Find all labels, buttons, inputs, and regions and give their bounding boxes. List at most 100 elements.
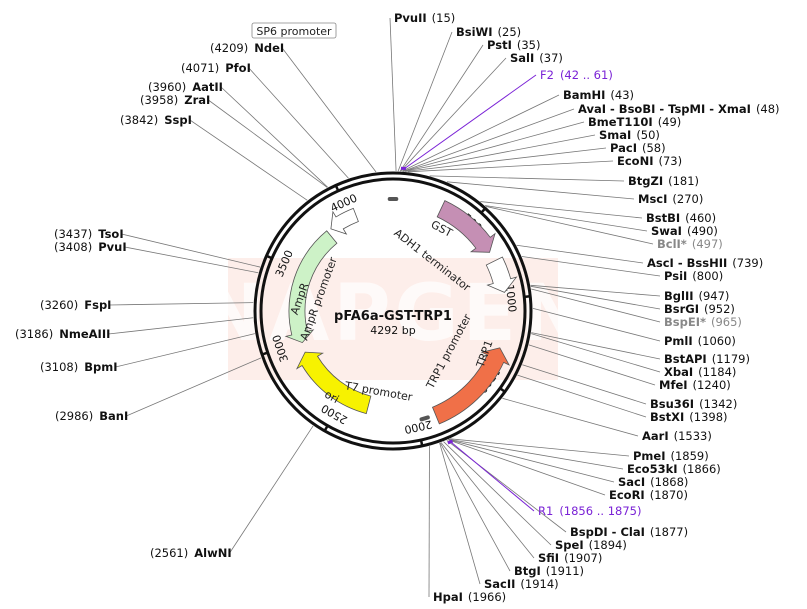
tick-mark-2500 bbox=[323, 424, 330, 433]
enzyme-name: TsoI bbox=[98, 227, 123, 241]
leader-line-pmli bbox=[532, 307, 661, 342]
tick-mark-1500 bbox=[498, 386, 507, 394]
tick-label-2000: 2000 bbox=[403, 417, 433, 436]
plasmid-name: pFA6a-GST-TRP1 bbox=[334, 309, 452, 324]
enzyme-position: (1859) bbox=[671, 449, 709, 463]
enzyme-position: (965) bbox=[711, 315, 742, 329]
leader-line-psii bbox=[521, 256, 661, 277]
enzyme-position: (15) bbox=[432, 11, 456, 25]
enzyme-position: (1868) bbox=[650, 475, 688, 489]
enzyme-label-mfei: MfeI (1240) bbox=[659, 378, 731, 392]
enzyme-position: (270) bbox=[672, 192, 703, 206]
enzyme-position: (1914) bbox=[520, 577, 558, 591]
enzyme-position: (1240) bbox=[693, 378, 731, 392]
leader-line-bamhi bbox=[401, 94, 560, 172]
enzyme-label-bstapi: BstAPI (1179) bbox=[664, 352, 750, 366]
enzyme-name: BpmI bbox=[84, 360, 117, 374]
enzyme-position: (181) bbox=[668, 174, 699, 188]
enzyme-position: (1184) bbox=[698, 365, 736, 379]
enzyme-label-tsoi: (3437) TsoI bbox=[54, 227, 124, 241]
enzyme-name: MscI bbox=[638, 192, 667, 206]
enzyme-label-bspdi-clai: BspDI - ClaI (1877) bbox=[570, 525, 688, 539]
enzyme-position: (1894) bbox=[589, 538, 627, 552]
enzyme-name: PmlI bbox=[664, 334, 693, 348]
enzyme-position: (947) bbox=[699, 289, 730, 303]
enzyme-position: (2561) bbox=[150, 546, 188, 560]
enzyme-name: SspI bbox=[164, 113, 192, 127]
enzyme-label-sspi: (3842) SspI bbox=[120, 113, 192, 127]
tick-label-1000: 1000 bbox=[503, 284, 519, 313]
enzyme-position: (3842) bbox=[120, 113, 158, 127]
leader-line-bstbi bbox=[480, 201, 643, 219]
enzyme-label-saci: SacI (1868) bbox=[618, 475, 688, 489]
leader-line-msci bbox=[446, 181, 635, 200]
enzyme-position: (49) bbox=[658, 115, 682, 129]
leader-line-avai-bsobi-tspmi-xmai bbox=[402, 108, 575, 172]
enzyme-label-bpmi: (3108) BpmI bbox=[40, 360, 118, 374]
enzyme-name: PmeI bbox=[633, 449, 666, 463]
enzyme-label-ndei: (4209) NdeI bbox=[210, 41, 284, 55]
enzyme-name: SacII bbox=[484, 577, 515, 591]
leader-line-sali bbox=[400, 57, 507, 172]
leader-line-bmet110i bbox=[402, 121, 585, 172]
enzyme-position: (1877) bbox=[650, 525, 688, 539]
feature-label-ori: ori bbox=[322, 388, 341, 406]
leader-line-smai bbox=[403, 134, 596, 172]
enzyme-label-bamhi: BamHI (43) bbox=[563, 88, 634, 102]
enzyme-name: PfoI bbox=[225, 61, 251, 75]
enzyme-name: BmeT110I bbox=[588, 115, 653, 129]
enzyme-position: (4209) bbox=[210, 41, 248, 55]
enzyme-name: AscI - BssHII bbox=[647, 256, 727, 270]
enzyme-label-msci: MscI (270) bbox=[638, 192, 703, 206]
enzyme-position: (3437) bbox=[54, 227, 92, 241]
enzyme-position: (48) bbox=[756, 102, 780, 116]
leader-line-bcli bbox=[486, 206, 654, 245]
enzyme-position: (3260) bbox=[40, 298, 78, 312]
enzyme-position: (37) bbox=[539, 51, 563, 65]
enzyme-position: (3960) bbox=[148, 80, 186, 94]
leader-line-sspi bbox=[189, 119, 308, 201]
enzyme-position: (952) bbox=[704, 302, 735, 316]
enzyme-name: PvuII bbox=[394, 11, 427, 25]
enzyme-label-sacii: SacII (1914) bbox=[484, 577, 559, 591]
feature-arrow-ampr bbox=[284, 230, 338, 344]
enzyme-name: EcoNI bbox=[617, 154, 653, 168]
enzyme-position: (1966) bbox=[468, 590, 506, 604]
enzyme-label-smai: SmaI (50) bbox=[599, 128, 660, 142]
watermark-text: SNAPGENE bbox=[140, 269, 647, 359]
enzyme-name: BtgZI bbox=[628, 174, 663, 188]
enzyme-name: HpaI bbox=[433, 590, 463, 604]
enzyme-position: (800) bbox=[692, 269, 723, 283]
enzyme-label-aari: AarI (1533) bbox=[642, 429, 712, 443]
enzyme-label-bstbi: BstBI (460) bbox=[646, 211, 716, 225]
enzyme-position: (3958) bbox=[140, 93, 178, 107]
enzyme-name: SfiI bbox=[538, 551, 559, 565]
leader-line-psti bbox=[399, 44, 484, 172]
enzyme-label-psti: PstI (35) bbox=[487, 38, 540, 52]
enzyme-position: (460) bbox=[685, 211, 716, 225]
enzyme-position: (1342) bbox=[699, 397, 737, 411]
leader-line-eco53ki bbox=[448, 439, 624, 470]
enzyme-name: FspI bbox=[84, 298, 111, 312]
backbone-outer bbox=[253, 171, 533, 451]
enzyme-position: (1533) bbox=[674, 429, 712, 443]
leader-line-swai bbox=[484, 205, 648, 232]
enzyme-label-aatii: (3960) AatII bbox=[148, 80, 223, 94]
enzyme-position: (35) bbox=[517, 38, 541, 52]
enzyme-position: (3408) bbox=[54, 240, 92, 254]
enzyme-label-sali: SalI (37) bbox=[510, 51, 563, 65]
enzyme-name: BtgI bbox=[514, 564, 541, 578]
feature-arrow-adh1-terminator bbox=[485, 256, 518, 293]
feature-arrow-ampr-promoter bbox=[330, 207, 359, 235]
leader-line-pvuii bbox=[389, 17, 397, 172]
enzyme-label-bani: (2986) BanI bbox=[55, 409, 128, 423]
primer-label-r1: R1 (1856 .. 1875) bbox=[538, 504, 641, 518]
enzyme-label-zrai: (3958) ZraI bbox=[140, 93, 210, 107]
enzyme-name: Eco53kI bbox=[627, 462, 678, 476]
leader-line-btgi bbox=[439, 442, 511, 572]
enzyme-label-bsiwi: BsiWI (25) bbox=[456, 25, 521, 39]
enzyme-name: BspEI* bbox=[664, 315, 706, 329]
enzyme-name: MfeI bbox=[659, 378, 688, 392]
enzyme-label-xbai: XbaI (1184) bbox=[664, 365, 736, 379]
